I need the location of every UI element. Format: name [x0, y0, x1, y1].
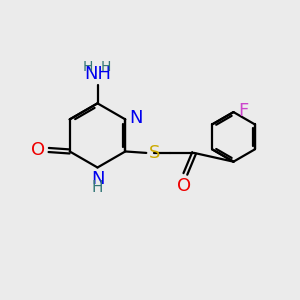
Text: N: N: [91, 170, 104, 188]
Text: O: O: [31, 141, 45, 159]
Text: F: F: [238, 102, 248, 120]
Text: H: H: [83, 60, 93, 74]
Text: S: S: [149, 144, 160, 162]
Text: NH: NH: [84, 65, 111, 83]
Text: N: N: [129, 109, 142, 127]
Text: H: H: [100, 60, 111, 74]
Text: O: O: [177, 177, 191, 195]
Text: H: H: [92, 180, 103, 195]
